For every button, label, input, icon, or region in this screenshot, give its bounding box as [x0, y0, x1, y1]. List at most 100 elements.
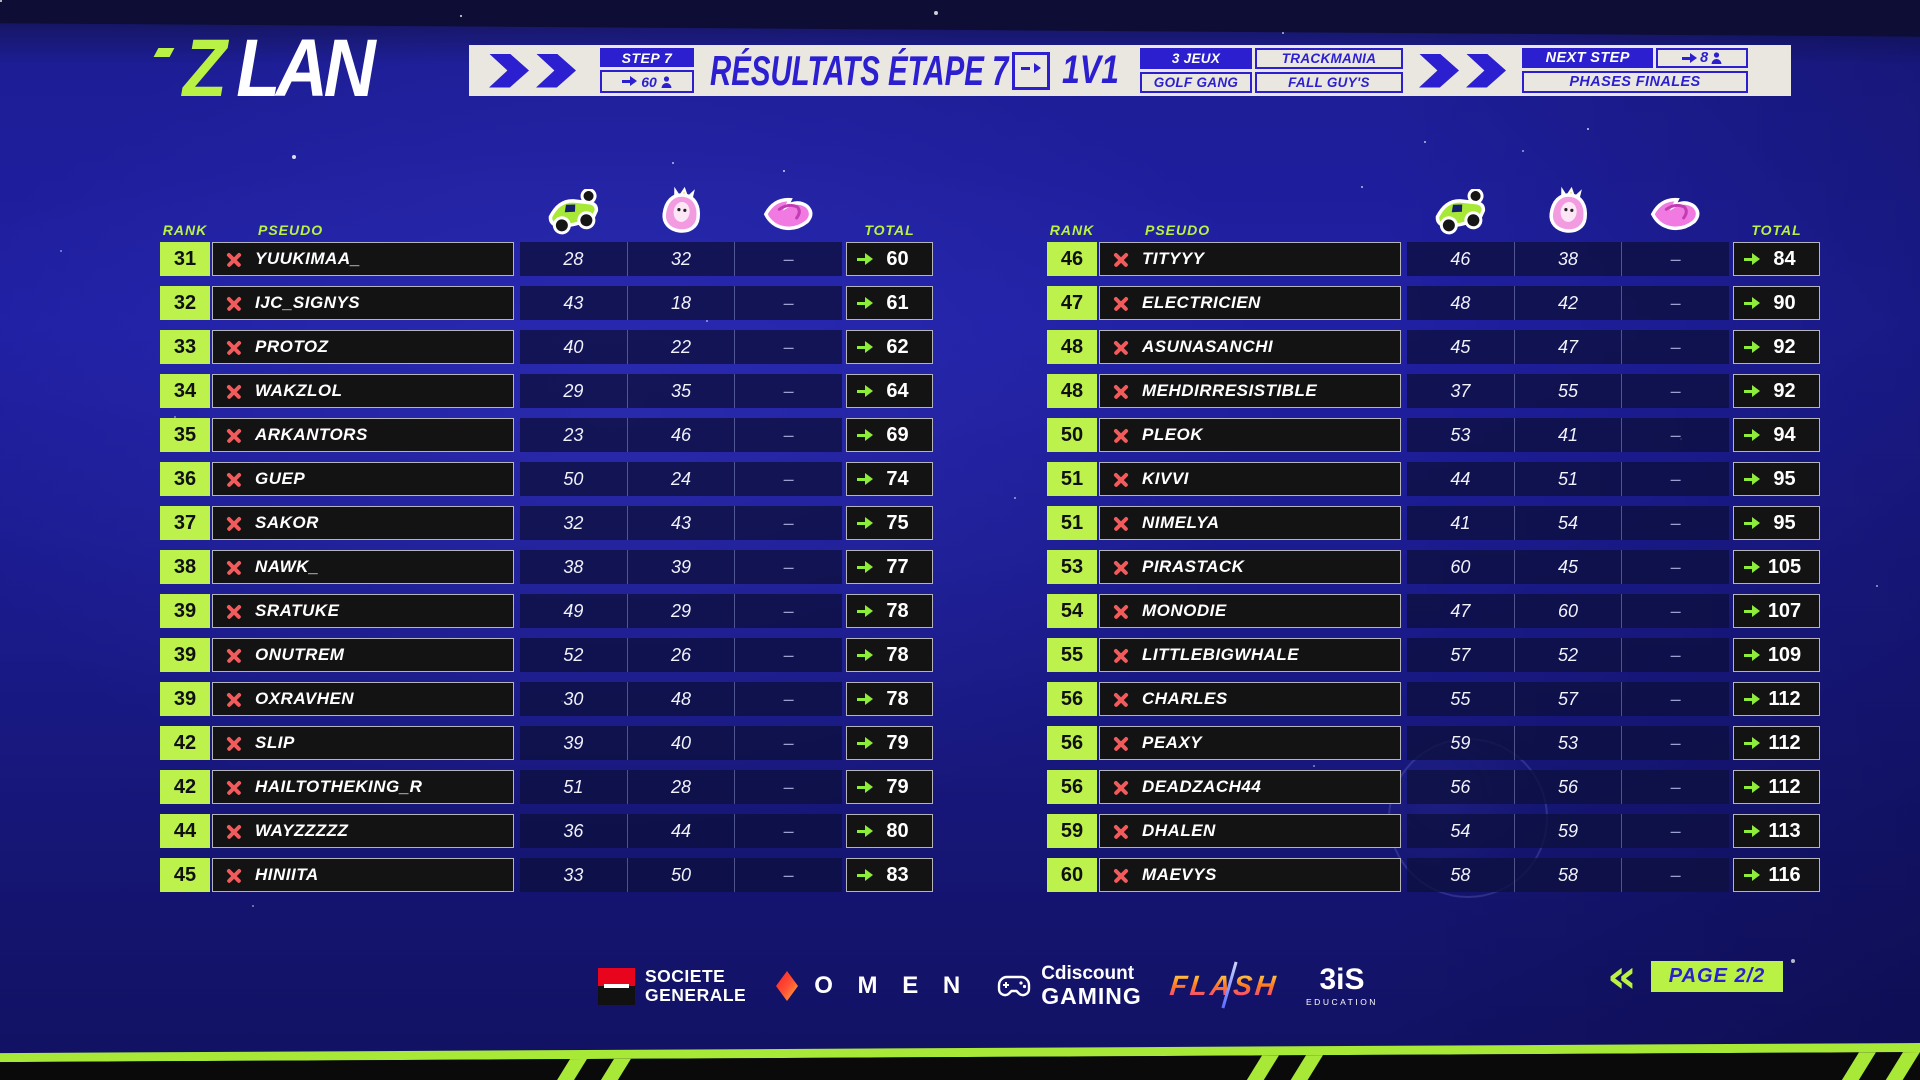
- player-name: MAEVYS: [1142, 865, 1217, 884]
- results-table-left: RANK PSEUDO TOTAL 31 YUUKIMAA_ 28 32: [160, 186, 933, 898]
- total-value: 60: [886, 247, 909, 270]
- eliminated-x-icon: [226, 823, 242, 839]
- total-value: 105: [1767, 555, 1802, 578]
- scores-cell: 32 43 –: [520, 506, 842, 540]
- score-third-game: –: [783, 776, 794, 797]
- total-cell: 78: [846, 682, 933, 716]
- pseudo-cell: DEADZACH44: [1099, 770, 1401, 804]
- scores-cell: 54 59 –: [1407, 814, 1729, 848]
- score-third-game: –: [783, 512, 794, 533]
- total-value: 112: [1768, 775, 1801, 798]
- pseudo-cell: MAEVYS: [1099, 858, 1401, 892]
- rank-cell: 35: [160, 418, 210, 452]
- score-fall-guys: 56: [1513, 770, 1623, 804]
- flash-comet-icon: [1647, 193, 1705, 240]
- arrow-box: [1012, 51, 1050, 90]
- score-third-game: –: [783, 732, 794, 753]
- player-name: GUEP: [255, 469, 306, 488]
- score-trackmania: 33: [563, 864, 584, 885]
- table-row: 39 SRATUKE 49 29 – 78: [160, 594, 933, 628]
- total-value: 92: [1773, 335, 1796, 358]
- scores-cell: 58 58 –: [1407, 858, 1729, 892]
- table-row: 32 IJC_SIGNYS 43 18 – 61: [160, 286, 933, 320]
- eliminated-x-icon: [226, 779, 242, 795]
- fall-guys-crown-icon: [1546, 183, 1592, 240]
- player-name: WAYZZZZZ: [255, 821, 349, 840]
- eliminated-x-icon: [1113, 867, 1129, 883]
- arrow-right-icon: [857, 429, 873, 441]
- score-fall-guys: 54: [1513, 506, 1623, 540]
- arrow-right-icon: [1744, 781, 1760, 793]
- total-cell: 78: [846, 638, 933, 672]
- eliminated-x-icon: [1113, 823, 1129, 839]
- score-trackmania: 41: [1450, 512, 1471, 533]
- score-trackmania: 23: [563, 424, 584, 445]
- rank-cell: 56: [1047, 726, 1097, 760]
- pseudo-cell: ELECTRICIEN: [1099, 286, 1401, 320]
- arrow-right-icon: [1744, 693, 1760, 705]
- step-player-count: 60: [600, 70, 694, 93]
- eliminated-x-icon: [226, 559, 242, 575]
- total-value: 77: [886, 555, 909, 578]
- total-cell: 69: [846, 418, 933, 452]
- table-header: RANK PSEUDO TOTAL: [1047, 186, 1820, 242]
- score-third-game: –: [1670, 820, 1681, 841]
- eliminated-x-icon: [1113, 339, 1129, 355]
- total-value: 62: [886, 335, 909, 358]
- score-trackmania: 36: [563, 820, 584, 841]
- score-trackmania: 55: [1450, 688, 1471, 709]
- page-back-chevrons-icon[interactable]: «: [1607, 949, 1637, 1003]
- slash-decoration: [541, 1054, 590, 1080]
- rank-cell: 36: [160, 462, 210, 496]
- arrow-right-icon: [1744, 517, 1760, 529]
- table-row: 42 HAILTOTHEKING_R 51 28 – 79: [160, 770, 933, 804]
- sponsor-flash: FLASH: [1168, 961, 1280, 1009]
- arrow-right-icon: [857, 781, 873, 793]
- total-cell: 112: [1733, 726, 1820, 760]
- score-trackmania: 54: [1450, 820, 1471, 841]
- pseudo-cell: NAWK_: [212, 550, 514, 584]
- eliminated-x-icon: [226, 295, 242, 311]
- cdiscount-line1: Cdiscount: [1041, 963, 1135, 984]
- score-fall-guys: 47: [1513, 330, 1623, 364]
- scores-cell: 59 53 –: [1407, 726, 1729, 760]
- pseudo-cell: ARKANTORS: [212, 418, 514, 452]
- score-fall-guys: 32: [626, 242, 736, 276]
- player-name: OXRAVHEN: [255, 689, 355, 708]
- sponsor-cdiscount-gaming: Cdiscount GAMING: [997, 964, 1142, 1008]
- rank-cell: 39: [160, 682, 210, 716]
- total-cell: 75: [846, 506, 933, 540]
- table-row: 34 WAKZLOL 29 35 – 64: [160, 374, 933, 408]
- score-third-game: –: [783, 336, 794, 357]
- next-step-block: NEXT STEP 8 PHASES FINALES: [1522, 48, 1748, 93]
- player-name: MEHDIRRESISTIBLE: [1142, 381, 1318, 400]
- total-cell: 92: [1733, 374, 1820, 408]
- mode-wrap: 1V1: [1062, 48, 1128, 93]
- rank-cell: 60: [1047, 858, 1097, 892]
- rank-cell: 38: [160, 550, 210, 584]
- arrow-right-icon: [1744, 473, 1760, 485]
- table-row: 56 DEADZACH44 56 56 – 112: [1047, 770, 1820, 804]
- rank-header: RANK: [162, 222, 208, 238]
- rank-cell: 31: [160, 242, 210, 276]
- score-fall-guys: 18: [626, 286, 736, 320]
- score-fall-guys: 57: [1513, 682, 1623, 716]
- score-fall-guys: 43: [626, 506, 736, 540]
- next-step-value: PHASES FINALES: [1522, 71, 1748, 93]
- rank-cell: 37: [160, 506, 210, 540]
- logo-tick-icon: [153, 47, 175, 57]
- eliminated-x-icon: [1113, 427, 1129, 443]
- total-value: 112: [1768, 687, 1801, 710]
- score-fall-guys: 38: [1513, 242, 1623, 276]
- eliminated-x-icon: [1113, 295, 1129, 311]
- table-row: 47 ELECTRICIEN 48 42 – 90: [1047, 286, 1820, 320]
- scores-cell: 41 54 –: [1407, 506, 1729, 540]
- logo-lan: LAN: [236, 23, 375, 114]
- score-trackmania: 28: [563, 248, 584, 269]
- trackmania-kart-icon: [1429, 188, 1493, 240]
- player-name: HINIITA: [255, 865, 319, 884]
- pseudo-cell: PIRASTACK: [1099, 550, 1401, 584]
- total-header: TOTAL: [864, 222, 915, 238]
- table-row: 51 KIVVI 44 51 – 95: [1047, 462, 1820, 496]
- cdiscount-line2: GAMING: [1041, 983, 1142, 1009]
